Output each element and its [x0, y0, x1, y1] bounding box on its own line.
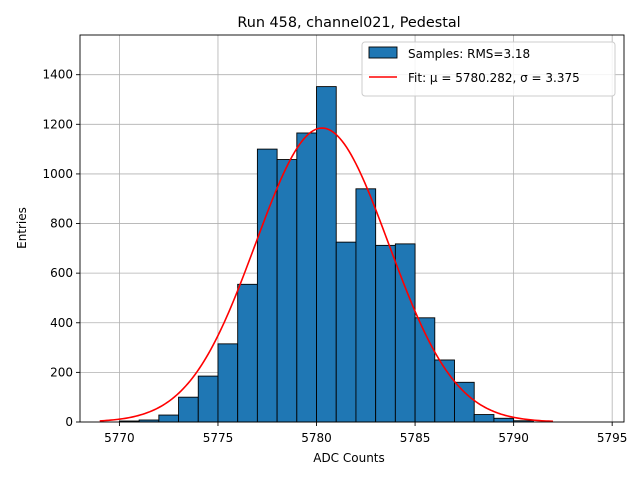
legend-box [361, 41, 616, 97]
histogram-bar [158, 414, 180, 423]
histogram-bar [493, 417, 515, 423]
histogram-bar [256, 148, 278, 423]
y-tick-label: 800 [50, 217, 73, 231]
x-tick-label: 5790 [498, 431, 529, 445]
x-axis-label: ADC Counts [313, 451, 385, 465]
y-axis-label: Entries [15, 207, 29, 249]
y-tick-label: 1200 [42, 117, 73, 131]
x-tick-label: 5770 [104, 431, 135, 445]
histogram-bar [335, 241, 357, 423]
histogram-bar [178, 396, 199, 423]
legend-fit-label: Fit: μ = 5780.282, σ = 3.375 [408, 71, 580, 85]
y-tick-label: 600 [50, 266, 73, 280]
y-axis-ticks: 0 200 400 600 800 1000 1200 1400 [42, 68, 80, 429]
histogram-bar [197, 375, 219, 423]
y-tick-label: 1000 [42, 167, 73, 181]
x-axis-ticks: 5770 5775 5780 5785 5790 5795 [104, 422, 627, 445]
y-tick-label: 1400 [42, 68, 73, 82]
legend-bar-swatch [368, 46, 398, 59]
legend: Samples: RMS=3.18 Fit: μ = 5780.282, σ =… [361, 41, 616, 97]
y-tick-label: 0 [65, 415, 73, 429]
legend-samples-label: Samples: RMS=3.18 [408, 47, 530, 61]
histogram-bar [316, 86, 337, 423]
chart-title: Run 458, channel021, Pedestal [237, 15, 460, 31]
histogram-bar [473, 414, 495, 423]
histogram-bar [296, 132, 317, 423]
y-tick-label: 200 [50, 365, 73, 379]
histogram-bar [237, 283, 258, 423]
x-tick-label: 5775 [203, 431, 234, 445]
x-tick-label: 5785 [400, 431, 431, 445]
gaussian-fit-curve [99, 127, 554, 423]
histogram-bar [355, 188, 377, 423]
x-tick-label: 5795 [597, 431, 628, 445]
x-tick-label: 5780 [301, 431, 332, 445]
y-tick-label: 400 [50, 316, 73, 330]
plot-frame [79, 34, 625, 423]
histogram-bar [454, 381, 475, 423]
histogram-bar [276, 159, 298, 423]
histogram-bar [217, 343, 239, 423]
histogram-bar [375, 244, 396, 423]
histogram-bars [118, 86, 534, 423]
